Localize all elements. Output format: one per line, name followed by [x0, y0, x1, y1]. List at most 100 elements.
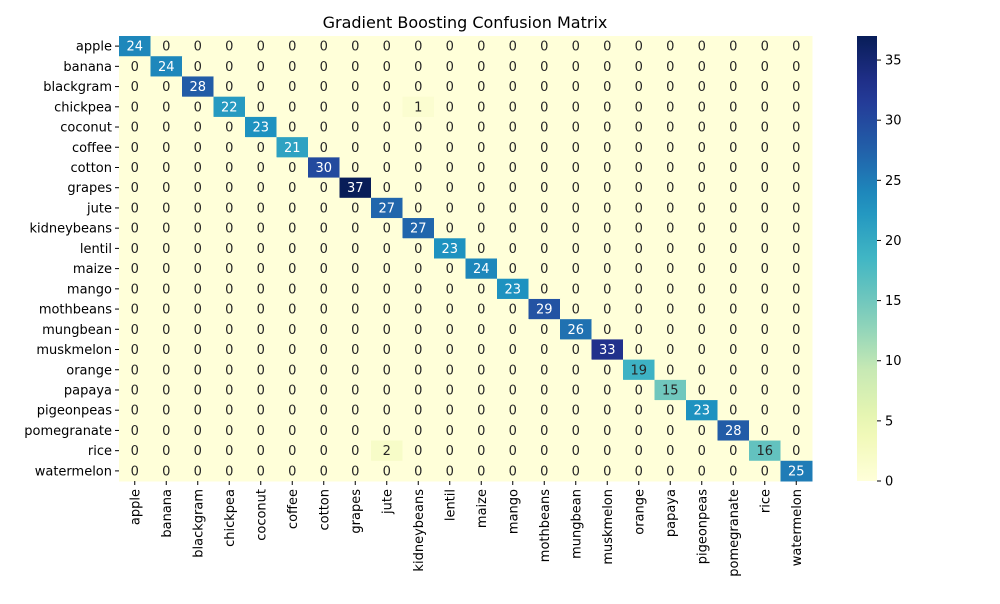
heatmap-cell — [182, 339, 214, 361]
cell-value-label: 0 — [225, 161, 233, 176]
cell-value-label: 0 — [477, 161, 485, 176]
heatmap-cell — [654, 258, 687, 280]
cell-value-label: 0 — [351, 262, 359, 277]
heatmap-cell — [339, 36, 372, 57]
heatmap-cell — [276, 359, 309, 381]
heatmap-cell — [560, 177, 592, 199]
heatmap-cell — [749, 359, 781, 381]
cell-value-label: 0 — [446, 80, 454, 95]
heatmap-cell — [465, 379, 498, 401]
heatmap-cell — [497, 298, 529, 320]
heatmap-cell — [654, 218, 687, 239]
cell-value-label: 0 — [729, 464, 737, 479]
heatmap-cell — [276, 218, 309, 239]
heatmap-cell — [371, 36, 403, 57]
cell-value-label: 0 — [320, 222, 328, 237]
heatmap-cell — [339, 440, 372, 462]
heatmap-cell — [749, 157, 781, 179]
cell-value-label: 0 — [225, 363, 233, 378]
cell-value-label: 0 — [288, 181, 296, 196]
heatmap-cell — [434, 359, 466, 381]
cell-value-label: 0 — [351, 363, 359, 378]
heatmap-cell — [213, 96, 246, 118]
cell-value-label: 0 — [131, 363, 139, 378]
heatmap-cell — [276, 420, 309, 442]
heatmap-cell — [465, 177, 498, 199]
heatmap-cell — [371, 278, 403, 300]
heatmap-cell — [339, 177, 372, 199]
cell-value-label: 0 — [225, 282, 233, 297]
cell-value-label: 0 — [572, 40, 580, 55]
heatmap-cell — [749, 379, 781, 401]
cell-value-label: 0 — [603, 262, 611, 277]
heatmap-cell — [686, 218, 718, 239]
cell-value-label: 0 — [225, 383, 233, 398]
heatmap-cell — [749, 440, 781, 462]
heatmap-cell — [402, 258, 435, 280]
cell-value-label: 0 — [257, 80, 265, 95]
cell-value-label: 0 — [572, 201, 580, 216]
heatmap-cell — [402, 379, 435, 401]
heatmap-cell — [528, 238, 561, 259]
cell-value-label: 0 — [792, 424, 800, 439]
cell-value-label: 0 — [446, 303, 454, 318]
heatmap-cell — [245, 76, 277, 98]
heatmap-cell — [434, 116, 466, 138]
cell-value-label: 0 — [729, 100, 737, 115]
heatmap-cell — [465, 258, 498, 280]
heatmap-cell — [560, 400, 592, 421]
cell-value-label: 0 — [162, 444, 170, 459]
heatmap-cell — [339, 298, 372, 320]
heatmap-cell — [497, 157, 529, 179]
heatmap-cell — [780, 197, 813, 219]
heatmap-cell — [591, 56, 624, 77]
cell-value-label: 0 — [414, 60, 422, 75]
cell-value-label: 0 — [383, 121, 391, 136]
heatmap-cell — [371, 116, 403, 138]
heatmap-cell — [308, 400, 340, 421]
heatmap-cell — [654, 460, 687, 482]
heatmap-cell — [623, 76, 655, 98]
cell-value-label: 0 — [572, 80, 580, 95]
cell-value-label: 0 — [131, 161, 139, 176]
row-tick-label: rice — [88, 444, 112, 459]
cell-value-label: 0 — [603, 464, 611, 479]
cell-value-label: 30 — [315, 161, 332, 176]
heatmap-cell — [371, 460, 403, 482]
cell-value-label: 0 — [162, 100, 170, 115]
row-tick-label: jute — [86, 201, 112, 216]
cell-value-label: 0 — [383, 383, 391, 398]
cell-value-label: 0 — [257, 424, 265, 439]
heatmap-cell — [182, 197, 214, 219]
cell-value-label: 0 — [351, 343, 359, 358]
cell-value-label: 0 — [288, 242, 296, 257]
cell-value-label: 0 — [320, 383, 328, 398]
cell-value-label: 0 — [666, 222, 674, 237]
heatmap-cell — [119, 400, 151, 421]
heatmap-cell — [434, 177, 466, 199]
cell-value-label: 0 — [288, 222, 296, 237]
cell-value-label: 24 — [158, 60, 175, 75]
cell-value-label: 0 — [540, 121, 548, 136]
heatmap-cell — [686, 116, 718, 138]
heatmap-cell — [308, 379, 340, 401]
heatmap-cell — [150, 157, 183, 179]
heatmap-cell — [213, 359, 246, 381]
heatmap-cell — [402, 218, 435, 239]
cell-value-label: 28 — [725, 424, 742, 439]
cell-value-label: 0 — [414, 201, 422, 216]
cell-value-label: 0 — [131, 323, 139, 338]
cell-value-label: 0 — [162, 343, 170, 358]
cell-value-label: 0 — [761, 424, 769, 439]
cell-value-label: 0 — [446, 201, 454, 216]
cell-value-label: 0 — [698, 121, 706, 136]
heatmap-cell — [497, 96, 529, 118]
cell-value-label: 0 — [635, 424, 643, 439]
cell-value-label: 0 — [383, 303, 391, 318]
heatmap-cell — [434, 76, 466, 98]
cell-value-label: 0 — [446, 343, 454, 358]
cell-value-label: 0 — [414, 404, 422, 419]
cell-value-label: 0 — [131, 100, 139, 115]
heatmap-cell — [182, 56, 214, 77]
cell-value-label: 0 — [162, 181, 170, 196]
